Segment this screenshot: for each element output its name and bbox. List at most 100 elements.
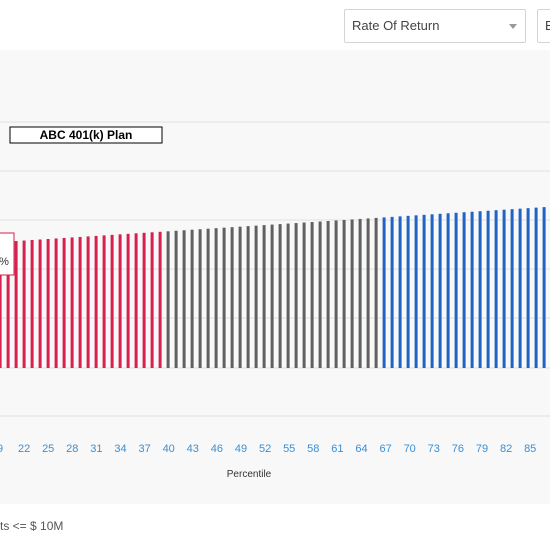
bar-percentile-59 — [342, 219, 346, 368]
toolbar: Rate Of Return B — [0, 0, 550, 50]
bar-percentile-63 — [374, 217, 378, 368]
bar-percentile-84 — [542, 207, 546, 368]
bar-percentile-65 — [390, 216, 394, 368]
bar-percentile-79 — [502, 209, 506, 368]
bar-percentile-82 — [526, 208, 530, 368]
bar-percentile-55 — [310, 222, 314, 368]
bar-percentile-28 — [94, 235, 98, 368]
bar-percentile-78 — [494, 210, 498, 368]
bar-percentile-42 — [206, 228, 210, 368]
bar-percentile-27 — [86, 236, 90, 368]
bar-percentile-64 — [382, 217, 386, 368]
x-axis-label: Percentile — [227, 469, 272, 480]
bar-percentile-83 — [534, 207, 538, 368]
x-tick-label: 34 — [114, 443, 126, 455]
rate-of-return-select[interactable]: Rate Of Return — [344, 9, 526, 43]
bar-percentile-49 — [262, 225, 266, 368]
bar-percentile-74 — [462, 212, 466, 368]
chart-panel: 9 22 25 28 31 34 37 40 43 46 49 52 55 58 61 64 67 70 73 76 7… — [0, 50, 550, 504]
bar-percentile-24 — [62, 237, 66, 368]
bar-percentile-31 — [118, 234, 122, 368]
x-tick-label: 70 — [404, 443, 416, 455]
bar-percentile-35 — [150, 232, 154, 368]
bar-percentile-68 — [414, 215, 418, 368]
bar-percentile-56 — [318, 221, 322, 368]
bar-percentile-37 — [166, 231, 170, 368]
rate-of-return-select-value: Rate Of Return — [352, 18, 440, 33]
bar-percentile-18 — [14, 241, 18, 368]
bar-percentile-71 — [438, 213, 442, 368]
x-tick-label: 85 — [524, 443, 536, 455]
x-tick-label: 31 — [90, 443, 102, 455]
bar-percentile-69 — [422, 214, 426, 368]
bar-percentile-20 — [30, 240, 34, 368]
bar-percentile-77 — [486, 210, 490, 368]
x-tick-label: 67 — [379, 443, 391, 455]
bar-percentile-38 — [174, 230, 178, 368]
x-tick-label: 9 — [0, 443, 3, 455]
bar-percentile-17 — [6, 241, 10, 368]
x-tick-labels: 9 22 25 28 31 34 37 40 43 46 49 52 55 58 61 64 67 70 73 76 7… — [0, 443, 536, 455]
bar-percentile-36 — [158, 231, 162, 368]
x-tick-label: 28 — [66, 443, 78, 455]
bar-percentile-53 — [294, 223, 298, 368]
bar-percentile-76 — [478, 211, 482, 368]
bar-percentile-67 — [406, 215, 410, 368]
bar-percentile-47 — [246, 226, 250, 368]
bar-percentile-75 — [470, 211, 474, 368]
bar-percentile-81 — [518, 208, 522, 368]
bar-percentile-44 — [222, 227, 226, 368]
tooltip-box — [0, 232, 15, 276]
bar-percentile-80 — [510, 209, 514, 368]
x-tick-label: 73 — [428, 443, 440, 455]
x-tick-label: 64 — [355, 443, 367, 455]
chart-title-box — [9, 126, 163, 144]
x-tick-label: 52 — [259, 443, 271, 455]
bars — [0, 207, 546, 368]
bar-percentile-21 — [38, 239, 42, 368]
x-tick-label: 49 — [235, 443, 247, 455]
bar-percentile-22 — [46, 238, 50, 368]
bar-percentile-19 — [22, 240, 26, 368]
bar-percentile-23 — [54, 238, 58, 368]
chart-title: ABC 401(k) Plan — [40, 128, 133, 142]
bar-percentile-46 — [238, 226, 242, 368]
x-tick-label: 61 — [331, 443, 343, 455]
bar-percentile-48 — [254, 225, 258, 368]
bar-percentile-34 — [142, 232, 146, 368]
bar-percentile-58 — [334, 220, 338, 368]
x-tick-label: 46 — [211, 443, 223, 455]
x-tick-label: 43 — [187, 443, 199, 455]
bar-percentile-43 — [214, 228, 218, 368]
chevron-down-icon — [509, 24, 517, 29]
x-tick-label: 22 — [18, 443, 30, 455]
bar-percentile-52 — [286, 223, 290, 368]
bar-percentile-32 — [126, 233, 130, 368]
secondary-select-value: B — [545, 18, 550, 33]
secondary-select[interactable]: B — [537, 9, 550, 43]
bar-percentile-25 — [70, 237, 74, 368]
x-tick-label: 25 — [42, 443, 54, 455]
bar-percentile-51 — [278, 224, 282, 368]
bar-percentile-60 — [350, 219, 354, 368]
bar-percentile-41 — [198, 229, 202, 368]
bar-percentile-50 — [270, 224, 274, 368]
bar-percentile-73 — [454, 212, 458, 368]
bar-percentile-40 — [190, 229, 194, 368]
percentile-bar-chart: 9 22 25 28 31 34 37 40 43 46 49 52 55 58 61 64 67 70 73 76 7… — [0, 121, 550, 480]
bar-percentile-66 — [398, 216, 402, 368]
bar-percentile-29 — [102, 235, 106, 368]
bar-percentile-57 — [326, 221, 330, 368]
x-tick-label: 76 — [452, 443, 464, 455]
bar-percentile-62 — [366, 218, 370, 368]
x-tick-label: 79 — [476, 443, 488, 455]
bar-percentile-54 — [302, 222, 306, 368]
bar-percentile-39 — [182, 230, 186, 368]
x-tick-label: 37 — [138, 443, 150, 455]
x-tick-label: 82 — [500, 443, 512, 455]
bar-percentile-16 — [0, 242, 2, 368]
bar-percentile-70 — [430, 214, 434, 368]
tooltip-text: % — [0, 256, 9, 268]
footnote: ts <= $ 10M — [0, 519, 64, 533]
gridlines — [0, 121, 550, 417]
